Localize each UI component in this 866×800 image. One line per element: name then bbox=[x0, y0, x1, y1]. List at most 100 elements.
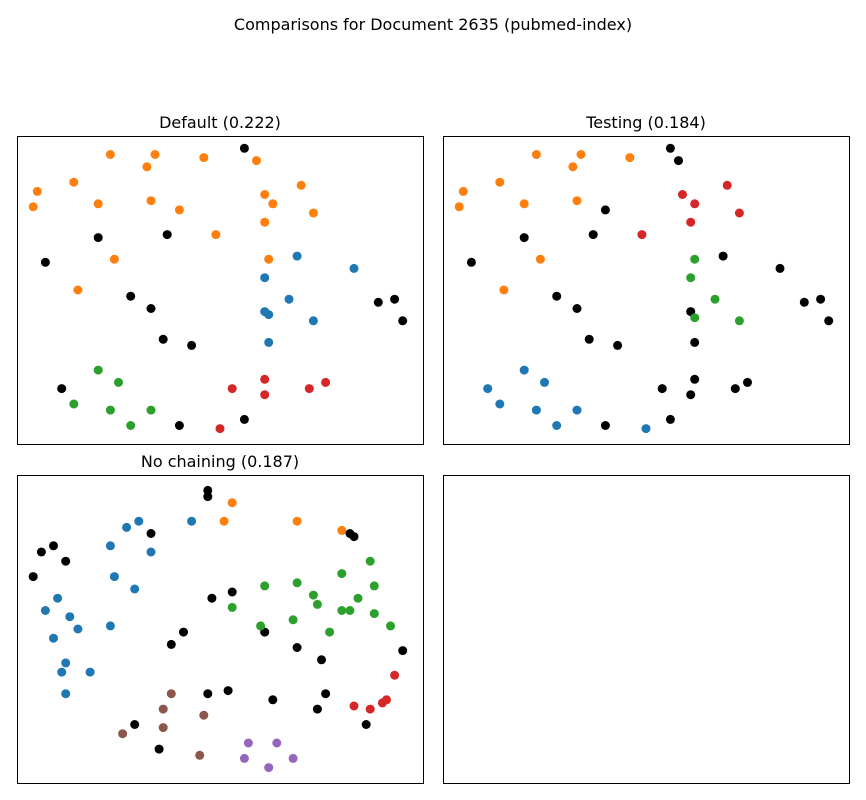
scatter-point bbox=[203, 492, 213, 502]
scatter-point bbox=[377, 698, 387, 708]
subplot-frame bbox=[17, 475, 424, 784]
scatter-point bbox=[28, 202, 38, 212]
scatter-point bbox=[260, 581, 270, 591]
scatter-point bbox=[369, 609, 379, 619]
scatter-point bbox=[146, 405, 156, 415]
scatter-point bbox=[227, 602, 237, 612]
scatter-point bbox=[179, 627, 188, 637]
scatter-point bbox=[239, 414, 249, 424]
scatter-point bbox=[166, 689, 176, 699]
scatter-point bbox=[288, 615, 298, 625]
scatter-point bbox=[207, 593, 217, 603]
scatter-point bbox=[146, 547, 156, 557]
scatter-point bbox=[134, 516, 144, 526]
scatter-point bbox=[187, 340, 197, 350]
scatter-point bbox=[215, 424, 225, 434]
scatter-point bbox=[373, 297, 383, 307]
scatter-point bbox=[203, 689, 213, 699]
scatter-point bbox=[600, 421, 610, 430]
scatter-point bbox=[260, 217, 270, 227]
scatter-point bbox=[109, 254, 119, 264]
scatter-point bbox=[625, 153, 635, 163]
scatter-point bbox=[296, 180, 306, 190]
scatter-point bbox=[264, 337, 274, 347]
scatter-point bbox=[353, 593, 363, 603]
scatter-point bbox=[824, 316, 834, 326]
subplot-title: No chaining (0.187) bbox=[141, 452, 299, 471]
scatter-point bbox=[568, 162, 578, 172]
scatter-point bbox=[519, 233, 529, 243]
scatter-point bbox=[466, 257, 476, 267]
scatter-point bbox=[57, 667, 67, 677]
scatter-point bbox=[361, 720, 371, 729]
scatter-point bbox=[722, 180, 732, 190]
scatter-point bbox=[227, 587, 237, 597]
scatter-point bbox=[398, 646, 408, 656]
scatter-point bbox=[32, 186, 42, 196]
scatter-point bbox=[122, 522, 132, 532]
scatter-point bbox=[158, 704, 168, 714]
subplot-title: Default (0.222) bbox=[159, 113, 281, 132]
scatter-point bbox=[288, 753, 298, 763]
scatter-point bbox=[49, 633, 58, 643]
scatter-point bbox=[203, 485, 213, 495]
scatter-point bbox=[572, 304, 582, 313]
scatter-point bbox=[61, 689, 71, 699]
scatter-point bbox=[730, 384, 740, 394]
scatter-point bbox=[292, 251, 302, 261]
scatter-point bbox=[576, 150, 586, 159]
scatter-point bbox=[552, 291, 562, 301]
scatter-point bbox=[150, 150, 160, 159]
scatter-point bbox=[36, 547, 46, 557]
scatter-point bbox=[552, 421, 562, 430]
scatter-point bbox=[57, 384, 67, 394]
scatter-point bbox=[690, 199, 700, 209]
scatter-point bbox=[674, 156, 683, 166]
scatter-point bbox=[264, 763, 274, 773]
scatter-point bbox=[369, 581, 379, 591]
scatter-point bbox=[158, 334, 168, 344]
scatter-point bbox=[398, 316, 408, 326]
scatter-point bbox=[665, 143, 675, 153]
scatter-point bbox=[365, 556, 375, 566]
scatter-point bbox=[211, 230, 221, 240]
scatter-point bbox=[195, 750, 205, 760]
scatter-point bbox=[337, 569, 347, 579]
scatter-point bbox=[349, 263, 359, 273]
scatter-point bbox=[268, 695, 278, 705]
scatter-point bbox=[690, 337, 700, 347]
scatter-point bbox=[243, 738, 253, 748]
scatter-point bbox=[775, 263, 785, 273]
scatter-point bbox=[174, 421, 184, 430]
scatter-point bbox=[73, 285, 83, 295]
scatter-point bbox=[718, 251, 728, 261]
scatter-point bbox=[317, 655, 326, 665]
scatter-point bbox=[114, 377, 123, 387]
scatter-points bbox=[28, 143, 408, 434]
scatter-point bbox=[162, 230, 172, 240]
subplot-empty bbox=[443, 475, 850, 784]
scatter-point bbox=[641, 424, 651, 434]
scatter-point bbox=[308, 208, 318, 218]
scatter-point bbox=[272, 738, 282, 748]
subplot-title: Testing (0.184) bbox=[585, 113, 706, 132]
scatter-point bbox=[85, 667, 95, 677]
scatter-point bbox=[239, 143, 249, 153]
scatter-point bbox=[105, 405, 115, 415]
scatter-point bbox=[613, 340, 623, 350]
scatter-point bbox=[65, 612, 75, 622]
scatter-point bbox=[154, 744, 164, 754]
scatter-point bbox=[174, 205, 184, 215]
scatter-point bbox=[734, 208, 744, 218]
scatter-point bbox=[665, 414, 675, 424]
subplot-frame bbox=[443, 136, 850, 445]
scatter-point bbox=[337, 525, 347, 535]
scatter-point bbox=[495, 177, 505, 187]
scatter-point bbox=[458, 186, 468, 196]
scatter-point bbox=[325, 627, 335, 637]
scatter-point bbox=[227, 384, 237, 394]
scatter-point bbox=[93, 365, 103, 375]
scatter-point bbox=[260, 190, 270, 199]
scatter-point bbox=[252, 156, 261, 166]
